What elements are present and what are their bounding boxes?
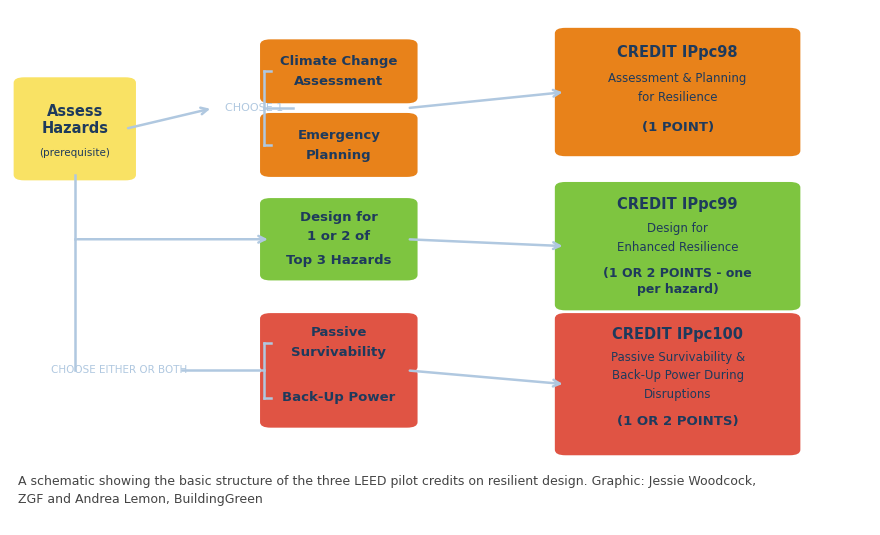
Text: Passive: Passive — [311, 326, 367, 339]
Text: Back-Up Power: Back-Up Power — [282, 392, 395, 404]
Text: CREDIT IPpc99: CREDIT IPpc99 — [618, 197, 737, 212]
Text: Enhanced Resilience: Enhanced Resilience — [617, 241, 738, 254]
Text: Design for: Design for — [647, 222, 708, 235]
FancyBboxPatch shape — [555, 182, 801, 310]
Text: Hazards: Hazards — [41, 121, 108, 136]
Text: Planning: Planning — [306, 149, 371, 162]
FancyBboxPatch shape — [260, 198, 418, 280]
Text: (1 OR 2 POINTS - one: (1 OR 2 POINTS - one — [603, 268, 752, 280]
Text: Climate Change: Climate Change — [280, 55, 398, 68]
FancyBboxPatch shape — [260, 40, 418, 103]
Text: 1 or 2 of: 1 or 2 of — [307, 231, 370, 243]
Text: Assess: Assess — [47, 104, 103, 119]
Text: CREDIT IPpc98: CREDIT IPpc98 — [617, 45, 738, 60]
Text: Emergency: Emergency — [297, 129, 380, 142]
Text: Survivability: Survivability — [291, 346, 386, 360]
FancyBboxPatch shape — [260, 313, 418, 372]
Text: Disruptions: Disruptions — [644, 388, 711, 401]
Text: CREDIT IPpc100: CREDIT IPpc100 — [612, 327, 743, 342]
Text: Passive Survivability &: Passive Survivability & — [611, 351, 744, 364]
FancyBboxPatch shape — [260, 368, 418, 427]
Text: A schematic showing the basic structure of the three LEED pilot credits on resil: A schematic showing the basic structure … — [18, 475, 756, 506]
Text: Assessment & Planning: Assessment & Planning — [608, 72, 747, 85]
Text: CHOOSE EITHER OR BOTH: CHOOSE EITHER OR BOTH — [51, 365, 187, 376]
Text: Design for: Design for — [300, 211, 378, 224]
Text: (1 POINT): (1 POINT) — [642, 121, 714, 134]
Text: per hazard): per hazard) — [636, 284, 719, 296]
FancyBboxPatch shape — [555, 28, 801, 156]
Text: Assessment: Assessment — [294, 75, 384, 88]
FancyBboxPatch shape — [14, 77, 136, 180]
FancyBboxPatch shape — [555, 313, 801, 455]
Text: CHOOSE 1: CHOOSE 1 — [225, 103, 283, 113]
Text: (prerequisite): (prerequisite) — [40, 148, 110, 158]
Text: Back-Up Power During: Back-Up Power During — [612, 369, 744, 383]
Text: for Resilience: for Resilience — [638, 91, 717, 104]
Text: Top 3 Hazards: Top 3 Hazards — [286, 254, 392, 268]
Text: (1 OR 2 POINTS): (1 OR 2 POINTS) — [617, 415, 738, 429]
FancyBboxPatch shape — [260, 113, 418, 177]
